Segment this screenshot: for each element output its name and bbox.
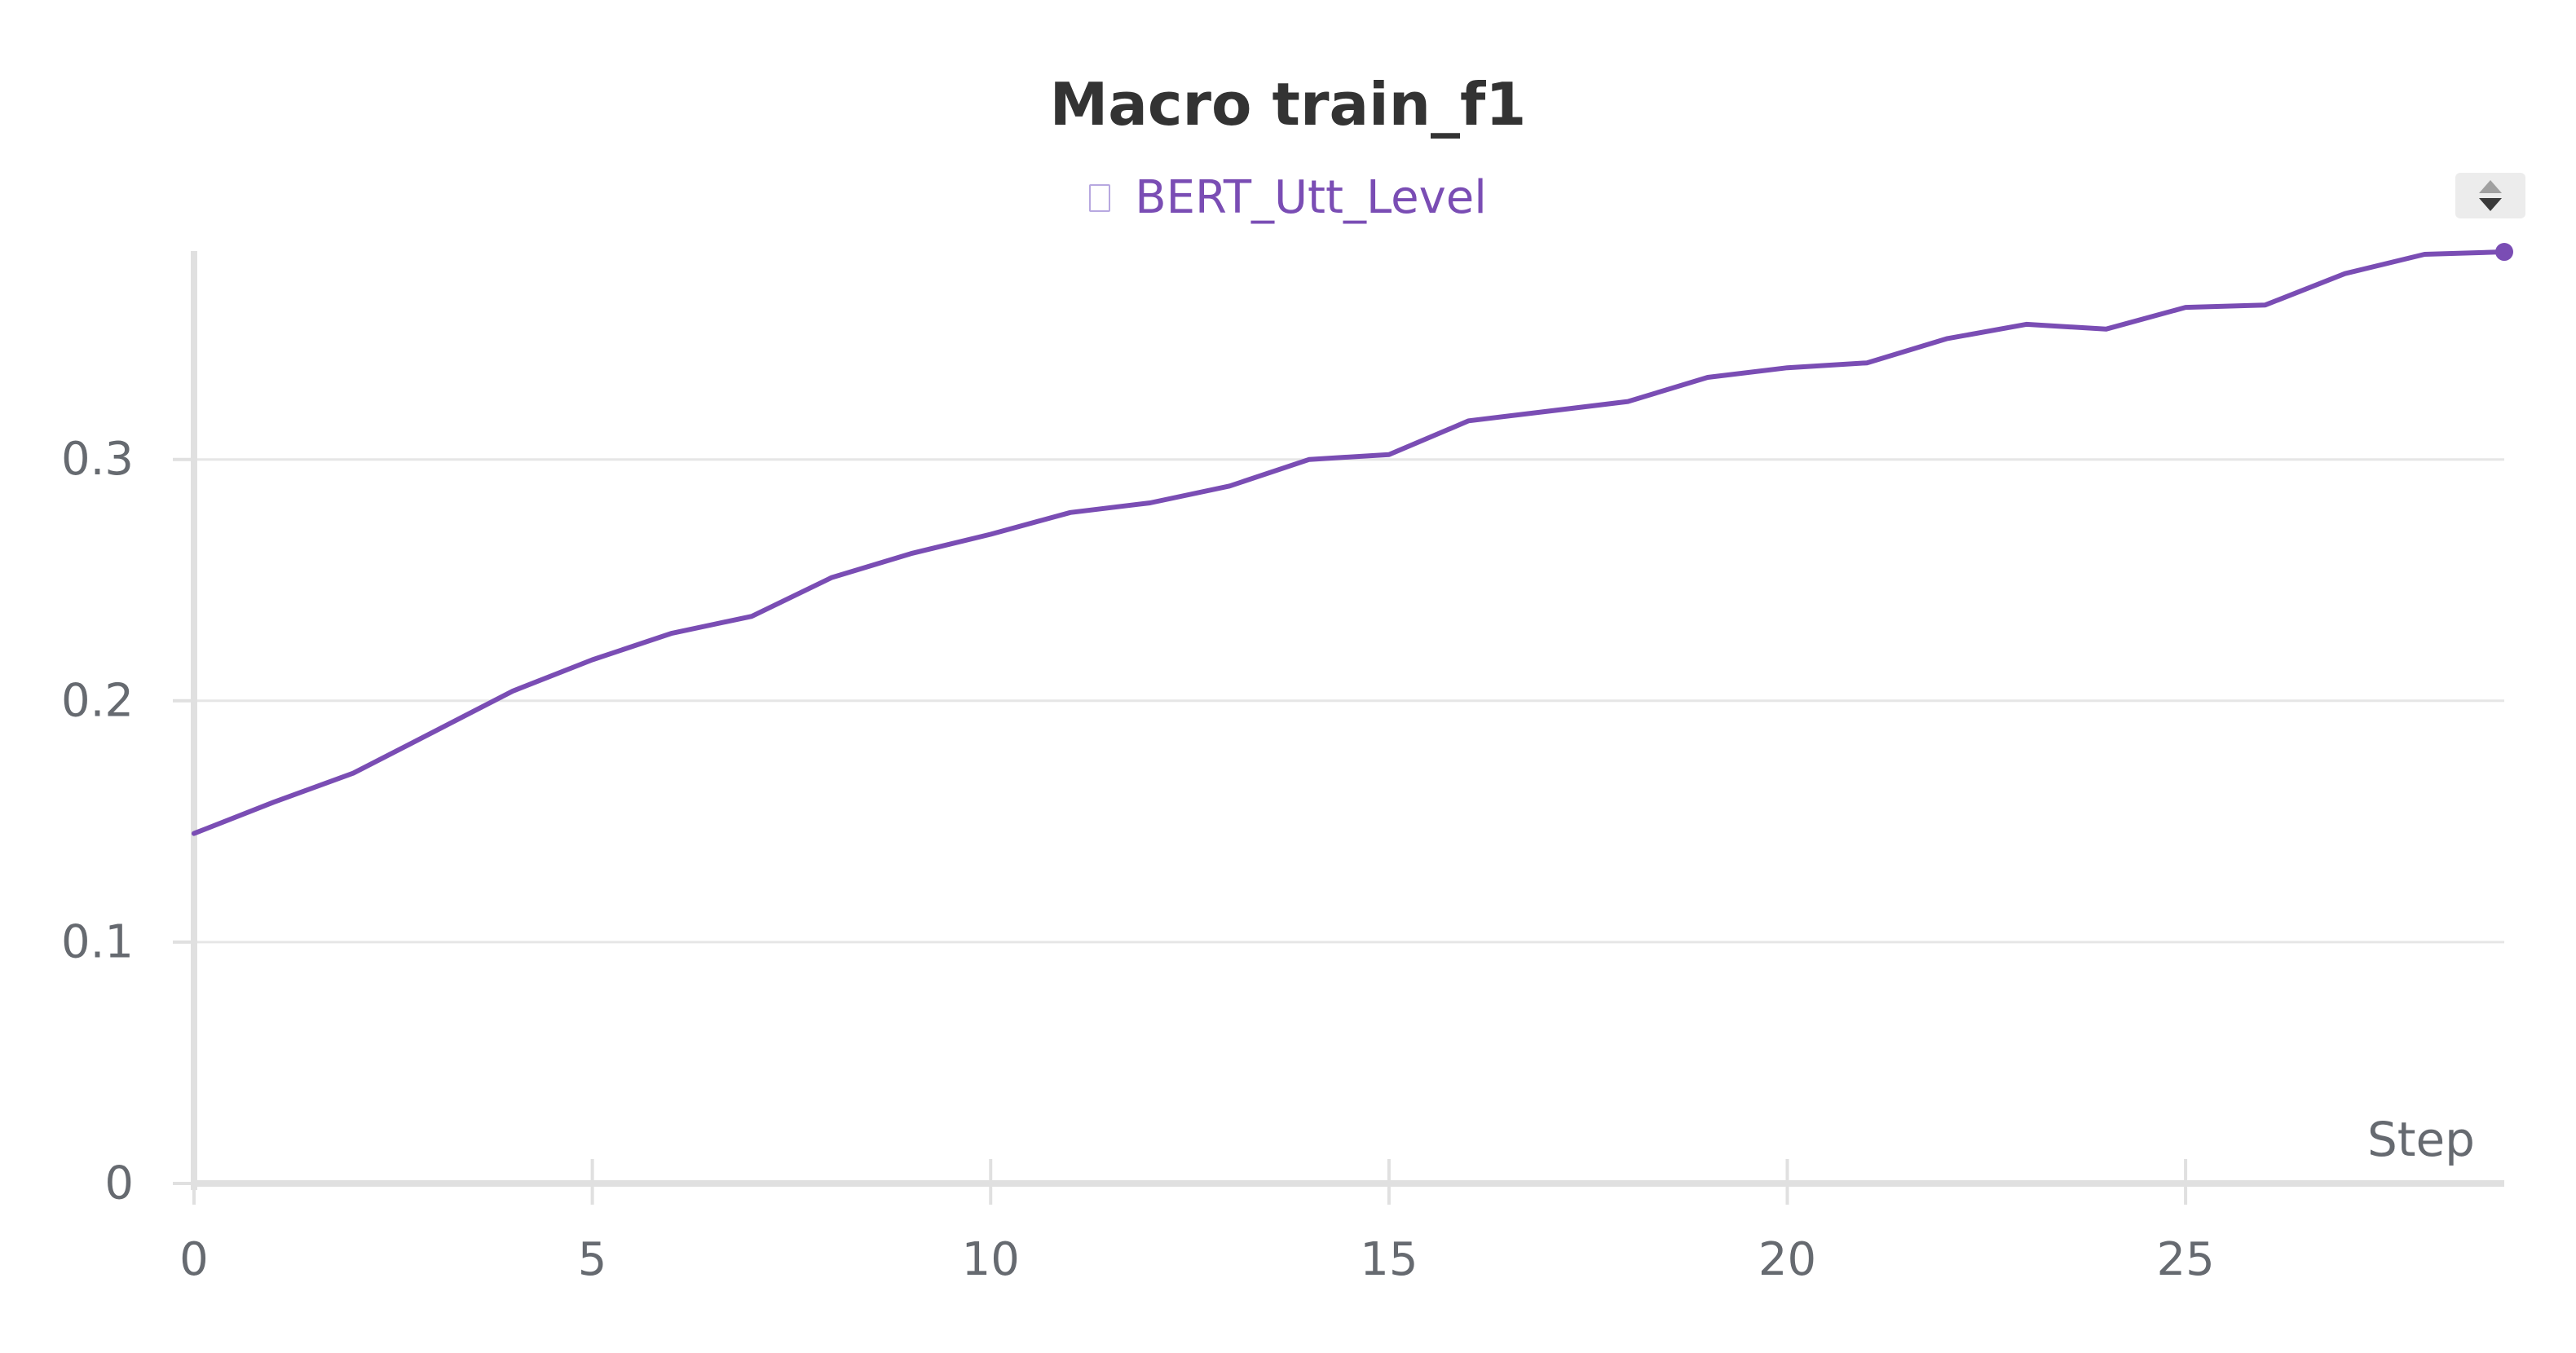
legend-scroll-arrows-icon[interactable] [2455,173,2525,218]
scroll-up-arrow-icon[interactable] [2479,180,2502,193]
chart-title: Macro train_f1 [1049,70,1527,139]
x-axis-title: Step [2367,1112,2475,1167]
x-tick-label: 25 [2156,1233,2214,1286]
x-tick-label: 0 [179,1233,209,1286]
y-tick-label: 0.3 [61,433,134,486]
series-line-BERT_Utt_Level [192,249,2507,836]
legend[interactable]: BERT_Utt_Level [0,171,2576,224]
square-outline-icon [1089,183,1111,212]
y-tick-label: 0 [104,1157,134,1210]
legend-entry-label: BERT_Utt_Level [1135,171,1487,224]
y-tick-label: 0.2 [61,674,134,727]
x-tick-label: 15 [1360,1233,1418,1286]
x-tick-label: 10 [962,1233,1020,1286]
y-tick-label: 0.1 [61,915,134,968]
x-tick-label: 20 [1758,1233,1816,1286]
x-tick-label: 5 [578,1233,607,1286]
scroll-down-arrow-icon[interactable] [2479,198,2502,211]
series-end-point [2495,243,2513,262]
